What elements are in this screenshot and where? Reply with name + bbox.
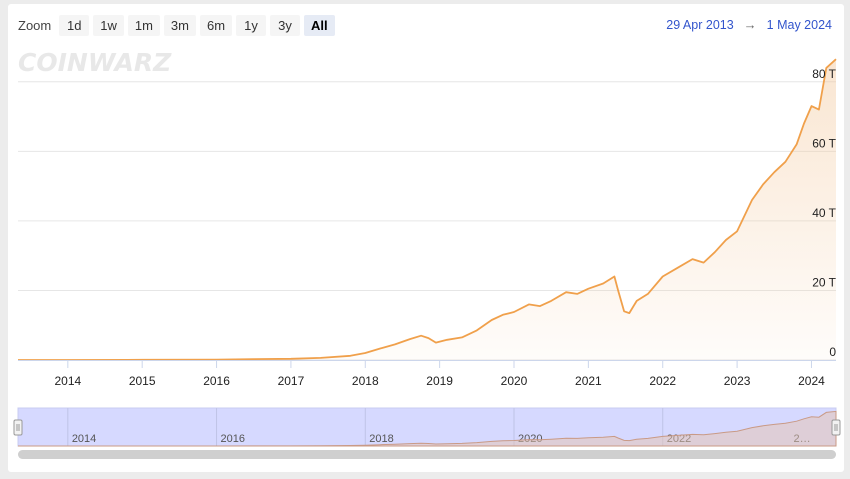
plot-area — [18, 58, 837, 361]
x-tick-label: 2024 — [798, 374, 825, 388]
range-arrow-icon: → — [743, 17, 757, 32]
zoom-toolbar: Zoom 1d 1w 1m 3m 6m 1y 3y All — [18, 14, 339, 36]
x-tick-label: 2021 — [575, 374, 602, 388]
zoom-1m-button[interactable]: 1m — [127, 14, 160, 36]
y-tick-label: 80 T — [812, 67, 836, 81]
x-tick-label: 2023 — [724, 374, 751, 388]
x-tick-label: 2020 — [501, 374, 528, 388]
navigator-tick-label: 2014 — [72, 433, 96, 445]
zoom-6m-button[interactable]: 6m — [199, 14, 233, 36]
navigator-tick-label: 2018 — [369, 433, 393, 445]
zoom-1w-button[interactable]: 1w — [93, 14, 124, 36]
range-to[interactable]: 1 May 2024 — [766, 17, 832, 32]
zoom-1d-button[interactable]: 1d — [59, 14, 90, 36]
navigator-series — [18, 410, 837, 447]
y-tick-label: 20 T — [812, 275, 836, 289]
scrollbar-thumb[interactable] — [18, 450, 836, 459]
zoom-3y-button[interactable]: 3y — [270, 14, 301, 36]
zoom-1y-button[interactable]: 1y — [236, 14, 267, 36]
zoom-all-button[interactable]: All — [304, 14, 335, 36]
date-range: 29 Apr 2013 → 1 May 2024 — [666, 17, 832, 32]
x-tick-label: 2015 — [129, 374, 156, 388]
navigator-left-handle[interactable] — [13, 419, 23, 436]
y-tick-label: 60 T — [812, 136, 836, 150]
y-tick-label: 0 — [829, 345, 836, 359]
y-tick-label: 40 T — [812, 206, 836, 220]
coinwarz-logo: COINWARZ — [18, 48, 172, 77]
navigator-tick-label: 2016 — [221, 433, 245, 445]
y-axis: 0 20 T 40 T 60 T 80 T — [812, 67, 836, 359]
zoom-3m-button[interactable]: 3m — [163, 14, 196, 36]
series-area — [18, 59, 836, 360]
range-from[interactable]: 29 Apr 2013 — [666, 17, 734, 32]
x-tick-label: 2019 — [426, 374, 453, 388]
x-tick-label: 2017 — [278, 374, 305, 388]
x-tick-label: 2018 — [352, 374, 379, 388]
series-line — [18, 58, 837, 361]
zoom-label: Zoom — [18, 17, 52, 33]
navigator[interactable]: 201420162018202020222… — [13, 407, 841, 459]
navigator-right-handle[interactable] — [831, 419, 841, 436]
x-tick-label: 2022 — [649, 374, 676, 388]
x-axis: 2014 2015 2016 2017 2018 2019 2020 2021 2022 2023… — [18, 360, 836, 388]
x-tick-label: 2016 — [203, 374, 230, 388]
x-tick-label: 2014 — [54, 374, 81, 388]
